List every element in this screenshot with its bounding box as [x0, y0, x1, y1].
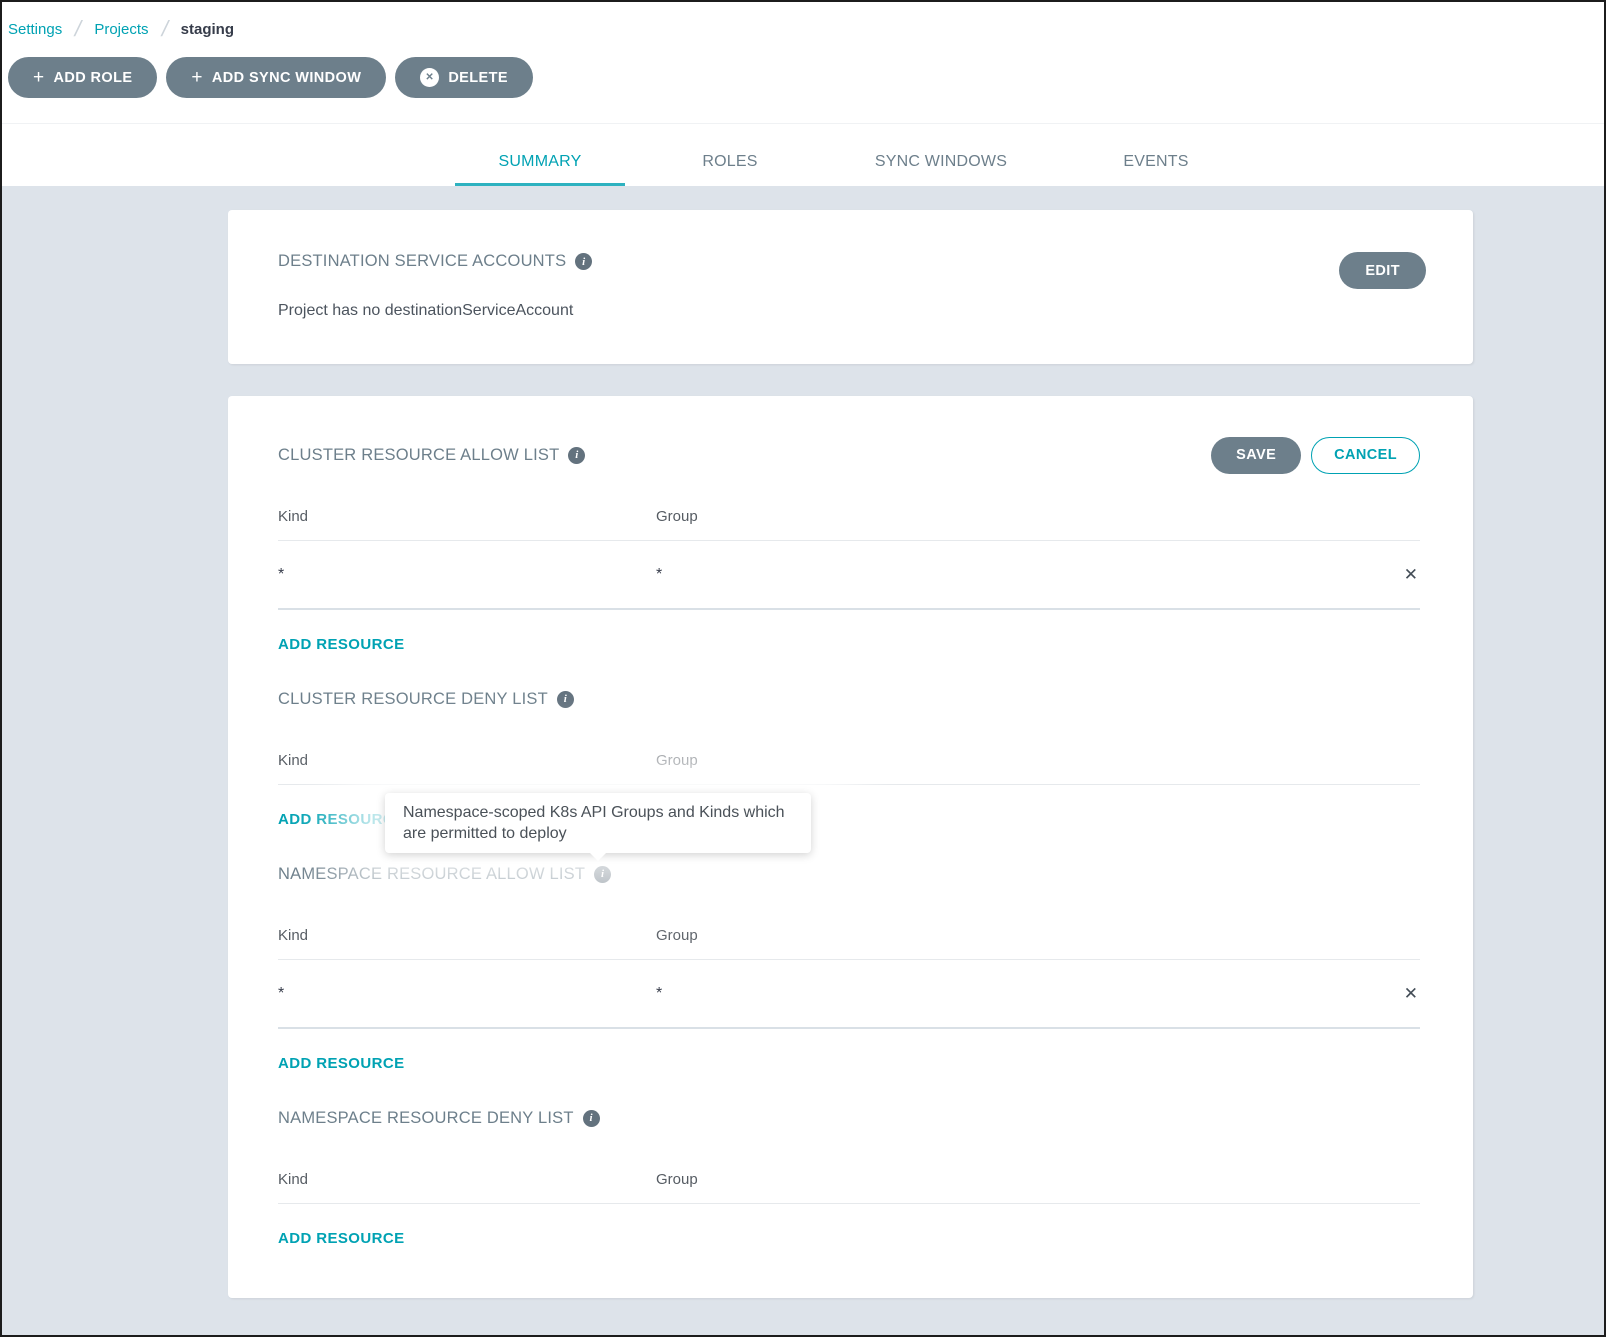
cluster-resource-allow-list-section: CLUSTER RESOURCE ALLOW LIST i SAVE CANCE…: [278, 436, 1420, 654]
breadcrumb-settings-link[interactable]: Settings: [8, 20, 63, 38]
namespace-resource-allow-list-title: NAMESPACE RESOURCE ALLOW LIST i: [278, 864, 612, 884]
tab-bar: SUMMARY ROLES SYNC WINDOWS EVENTS: [2, 124, 1604, 186]
section-title-text: NAMESPACE RESOURCE DENY LIST: [278, 1108, 574, 1127]
page-header: Settings / Projects / staging + ADD ROLE…: [2, 2, 1604, 124]
edit-button[interactable]: EDIT: [1339, 252, 1426, 289]
destination-service-accounts-title: DESTINATION SERVICE ACCOUNTS i: [278, 252, 1426, 271]
tab-events[interactable]: EVENTS: [1123, 152, 1189, 170]
delete-button[interactable]: ✕ DELETE: [395, 57, 533, 98]
edit-actions: SAVE CANCEL: [1211, 436, 1420, 474]
tab-sync-windows[interactable]: SYNC WINDOWS: [874, 152, 1008, 170]
tab-roles[interactable]: ROLES: [702, 152, 758, 170]
info-icon[interactable]: i: [556, 690, 574, 708]
namespace-resource-allow-list-section: NAMESPACE RESOURCE ALLOW LIST i Kind Gro…: [278, 855, 1420, 1073]
section-title-text: CLUSTER RESOURCE ALLOW LIST: [278, 445, 560, 464]
breadcrumb-current-project: staging: [180, 20, 234, 38]
group-input[interactable]: [656, 984, 1402, 1003]
add-sync-window-label: ADD SYNC WINDOW: [211, 69, 362, 86]
info-icon[interactable]: i: [568, 446, 586, 464]
plus-icon: +: [191, 67, 203, 88]
breadcrumb-separator: /: [72, 16, 85, 41]
table-header: Kind Group: [278, 1171, 1420, 1204]
group-column-header: Group: [656, 927, 698, 944]
add-role-label: ADD ROLE: [53, 69, 133, 86]
cluster-resource-deny-list-section: CLUSTER RESOURCE DENY LIST i Kind Group …: [278, 680, 1420, 829]
group-input[interactable]: [656, 565, 1402, 584]
table-header: Kind Group: [278, 752, 1420, 785]
table-row: ✕: [278, 960, 1420, 1029]
add-role-button[interactable]: + ADD ROLE: [8, 57, 158, 98]
breadcrumb: Settings / Projects / staging: [2, 2, 1604, 41]
no-destination-service-account-message: Project has no destinationServiceAccount: [278, 302, 574, 319]
remove-row-icon[interactable]: ✕: [1403, 983, 1418, 1003]
times-circle-icon: ✕: [420, 68, 440, 87]
remove-row-icon[interactable]: ✕: [1403, 564, 1418, 584]
namespace-resource-deny-list-section: NAMESPACE RESOURCE DENY LIST i Kind Grou…: [278, 1099, 1420, 1248]
breadcrumb-projects-link[interactable]: Projects: [94, 20, 149, 38]
add-sync-window-button[interactable]: + ADD SYNC WINDOW: [166, 57, 387, 98]
delete-label: DELETE: [448, 69, 508, 86]
info-icon[interactable]: i: [582, 1109, 600, 1127]
kind-column-header: Kind: [278, 752, 309, 769]
namespace-resource-deny-list-title: NAMESPACE RESOURCE DENY LIST i: [278, 1109, 600, 1128]
add-resource-link[interactable]: ADD RESOURCE: [278, 636, 405, 653]
add-resource-link[interactable]: ADD RESOURCE: [278, 1230, 405, 1247]
section-header: NAMESPACE RESOURCE DENY LIST i: [278, 1099, 1420, 1137]
main-content: DESTINATION SERVICE ACCOUNTS i Project h…: [2, 186, 1604, 1335]
group-column-header: Group: [656, 1171, 698, 1188]
info-icon[interactable]: i: [594, 865, 612, 883]
toolbar: + ADD ROLE + ADD SYNC WINDOW ✕ DELETE: [2, 40, 1604, 98]
kind-column-header: Kind: [278, 1171, 309, 1188]
cluster-resource-deny-list-title: CLUSTER RESOURCE DENY LIST i: [278, 690, 574, 709]
table-header: Kind Group: [278, 927, 1420, 960]
add-resource-link[interactable]: ADD RESOURCE: [278, 811, 405, 828]
section-header: CLUSTER RESOURCE DENY LIST i: [278, 680, 1420, 718]
section-title-text: CLUSTER RESOURCE DENY LIST: [278, 689, 548, 708]
cancel-button[interactable]: CANCEL: [1311, 436, 1420, 474]
save-button[interactable]: SAVE: [1211, 436, 1302, 474]
section-header: NAMESPACE RESOURCE ALLOW LIST i: [278, 855, 1420, 893]
table-header: Kind Group: [278, 508, 1420, 541]
cluster-resource-allow-list-title: CLUSTER RESOURCE ALLOW LIST i: [278, 445, 586, 465]
kind-input[interactable]: [278, 565, 656, 584]
info-tooltip: Namespace-scoped K8s API Groups and Kind…: [385, 793, 811, 861]
kind-input[interactable]: [278, 984, 656, 1003]
add-resource-link[interactable]: ADD RESOURCE: [278, 1055, 405, 1072]
plus-icon: +: [33, 67, 45, 88]
section-title-text: NAMESPACE RESOURCE ALLOW LIST: [278, 864, 586, 883]
resource-lists-card: CLUSTER RESOURCE ALLOW LIST i SAVE CANCE…: [228, 396, 1473, 1298]
kind-column-header: Kind: [278, 508, 309, 525]
group-column-header: Group: [656, 508, 698, 525]
destination-service-accounts-card: DESTINATION SERVICE ACCOUNTS i Project h…: [228, 210, 1473, 364]
section-header: CLUSTER RESOURCE ALLOW LIST i SAVE CANCE…: [278, 436, 1420, 474]
breadcrumb-separator: /: [158, 16, 171, 41]
table-row: ✕: [278, 541, 1420, 610]
group-column-header: Group: [656, 752, 698, 769]
info-icon[interactable]: i: [575, 253, 593, 270]
kind-column-header: Kind: [278, 927, 309, 944]
section-title-text: DESTINATION SERVICE ACCOUNTS: [278, 252, 567, 270]
tab-summary[interactable]: SUMMARY: [455, 124, 625, 186]
